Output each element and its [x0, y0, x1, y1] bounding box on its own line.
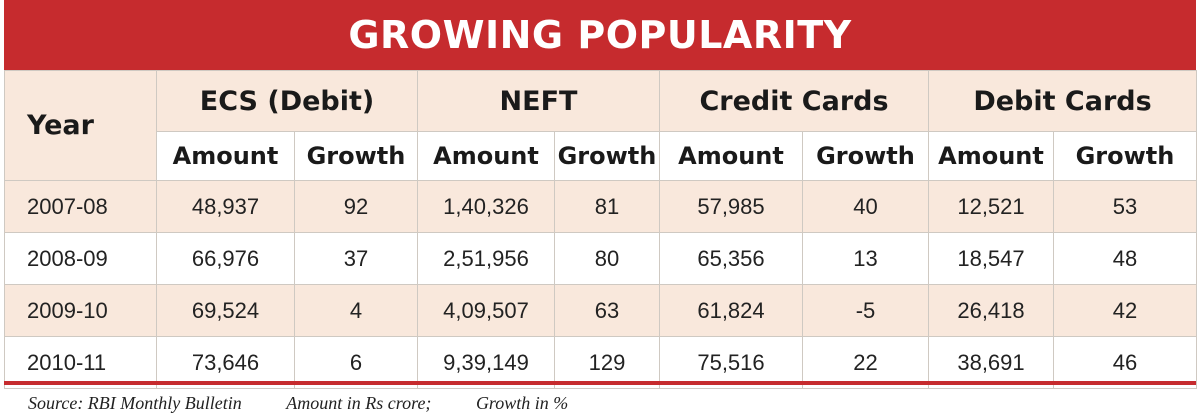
header-growth: Growth [294, 131, 418, 181]
growth-cell: 53 [1053, 180, 1197, 233]
source-text: Source: RBI Monthly Bulletin [28, 393, 242, 413]
amount-cell: 66,976 [156, 232, 295, 285]
amount-cell: 75,516 [659, 336, 803, 389]
growth-cell: 6 [294, 336, 418, 389]
table-row: 2009-10 69,524 4 4,09,507 63 61,824 -5 26,418 42 [4, 284, 1197, 337]
growth-cell: 40 [802, 180, 929, 233]
amount-cell: 2,51,956 [417, 232, 555, 285]
table-title: GROWING POPULARITY [4, 0, 1196, 70]
amount-cell: 48,937 [156, 180, 295, 233]
header-amount: Amount [659, 131, 803, 181]
growth-cell: 48 [1053, 232, 1197, 285]
year-cell: 2009-10 [4, 284, 157, 337]
header-growth: Growth [802, 131, 929, 181]
table-row: 2007-08 48,937 92 1,40,326 81 57,985 40 12,521 5… [4, 180, 1197, 233]
table-row: 2010-11 73,646 6 9,39,149 129 75,516 22 38,691 4… [4, 336, 1197, 389]
table-body: 2007-08 48,937 92 1,40,326 81 57,985 40 12,521 5… [4, 180, 1197, 389]
data-table: Year ECS (Debit) NEFT Credit Cards Debit… [4, 70, 1197, 389]
header-neft: NEFT [417, 70, 660, 132]
table-row: 2008-09 66,976 37 2,51,956 80 65,356 13 18,547 4… [4, 232, 1197, 285]
header-year: Year [4, 70, 157, 181]
amount-cell: 73,646 [156, 336, 295, 389]
amount-cell: 65,356 [659, 232, 803, 285]
header-amount: Amount [417, 131, 555, 181]
growth-cell: 46 [1053, 336, 1197, 389]
amount-cell: 12,521 [928, 180, 1054, 233]
amount-cell: 18,547 [928, 232, 1054, 285]
growth-cell: -5 [802, 284, 929, 337]
growth-note: Growth in % [475, 393, 569, 413]
growth-cell: 37 [294, 232, 418, 285]
year-cell: 2008-09 [4, 232, 157, 285]
amount-cell: 9,39,149 [417, 336, 555, 389]
header-growth: Growth [554, 131, 660, 181]
amount-cell: 57,985 [659, 180, 803, 233]
header-row-groups: Year ECS (Debit) NEFT Credit Cards Debit… [4, 70, 1197, 181]
growth-cell: 92 [294, 180, 418, 233]
amount-cell: 1,40,326 [417, 180, 555, 233]
amount-cell: 69,524 [156, 284, 295, 337]
growth-cell: 42 [1053, 284, 1197, 337]
bottom-rule [4, 381, 1196, 385]
header-ecs-debit: ECS (Debit) [156, 70, 418, 132]
growth-cell: 63 [554, 284, 660, 337]
header-amount: Amount [156, 131, 295, 181]
growth-cell: 13 [802, 232, 929, 285]
amount-note: Amount in Rs crore; [286, 393, 432, 413]
amount-cell: 26,418 [928, 284, 1054, 337]
header-amount: Amount [928, 131, 1054, 181]
header-debit-cards: Debit Cards [928, 70, 1197, 132]
header-credit-cards: Credit Cards [659, 70, 929, 132]
footer-note: Source: RBI Monthly Bulletin Amount in R… [28, 389, 608, 417]
year-cell: 2007-08 [4, 180, 157, 233]
year-cell: 2010-11 [4, 336, 157, 389]
growth-cell: 129 [554, 336, 660, 389]
amount-cell: 4,09,507 [417, 284, 555, 337]
amount-cell: 61,824 [659, 284, 803, 337]
growth-cell: 80 [554, 232, 660, 285]
growth-cell: 22 [802, 336, 929, 389]
header-growth: Growth [1053, 131, 1197, 181]
growth-cell: 81 [554, 180, 660, 233]
growth-cell: 4 [294, 284, 418, 337]
header-row-subcolumns: Amount Growth Amount Growth Amount Growt… [5, 131, 1197, 181]
